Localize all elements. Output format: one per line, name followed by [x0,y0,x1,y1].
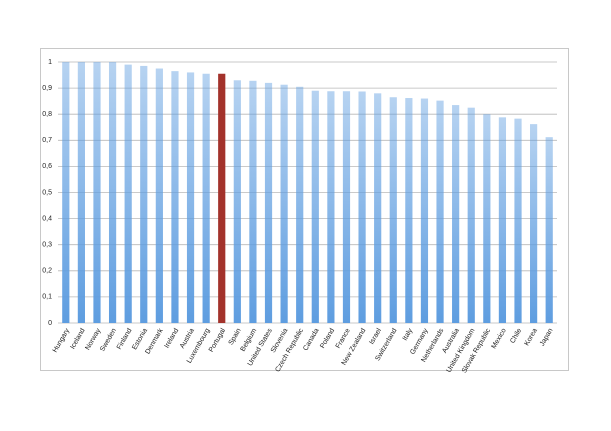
bar [280,84,288,323]
bar [264,82,273,323]
bar [202,73,210,324]
bar [218,73,226,324]
bar [124,64,132,324]
bar [140,65,148,323]
y-tick-label: 1 [48,59,52,66]
bar [389,97,397,323]
bar [233,80,241,324]
bar [498,117,507,323]
bar [467,107,475,323]
y-tick-label: 0 [48,320,52,327]
bar [545,137,553,323]
bar [311,90,319,324]
bar [342,91,351,324]
y-tick-label: 0,7 [42,137,52,144]
y-tick-label: 0,8 [42,111,52,118]
bar [77,62,85,323]
bar [93,62,101,323]
y-tick-label: 0,2 [42,268,52,275]
bar [186,72,195,323]
bar [249,80,257,324]
bar [405,98,413,323]
y-tick-label: 0,5 [42,189,52,196]
bar [530,124,538,323]
bar [62,62,70,323]
y-tick-label: 0,6 [42,163,52,170]
bar [514,118,522,324]
y-tick-label: 0,1 [42,294,52,301]
bar [374,93,382,323]
y-tick-label: 0,9 [42,85,52,92]
bar [108,62,117,323]
bar [296,86,304,323]
bar [420,98,429,323]
bar [483,114,491,323]
bar [358,91,366,323]
bar [436,100,444,324]
bar [155,68,163,324]
bar [327,91,335,324]
bar [452,105,460,323]
y-tick-label: 0,4 [42,215,52,222]
y-tick-label: 0,3 [42,242,52,249]
bar [171,71,179,323]
